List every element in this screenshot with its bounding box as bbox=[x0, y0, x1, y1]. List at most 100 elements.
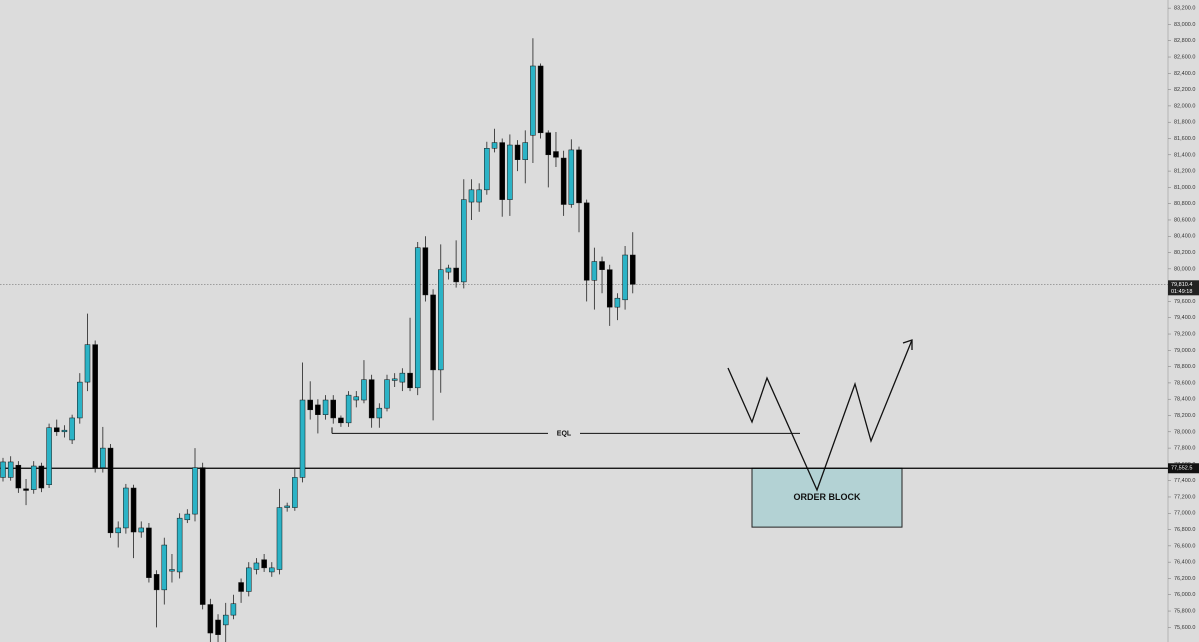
y-tick-label: 80,800.0 bbox=[1174, 201, 1195, 207]
order-block bbox=[751, 467, 903, 528]
y-tick-label: 77,400.0 bbox=[1174, 478, 1195, 484]
candle-body bbox=[30, 465, 37, 490]
candle-body bbox=[422, 247, 429, 296]
y-tick-label: 78,200.0 bbox=[1174, 413, 1195, 419]
candle-body bbox=[138, 527, 144, 533]
y-tick-label: 76,200.0 bbox=[1174, 576, 1195, 582]
candle-body bbox=[246, 567, 252, 592]
candle-body bbox=[0, 461, 6, 478]
candle-body bbox=[345, 394, 352, 424]
candle-body bbox=[407, 372, 413, 389]
level-box bbox=[1168, 463, 1199, 474]
candle-body bbox=[568, 149, 575, 205]
candle-body bbox=[38, 465, 45, 489]
candle-body bbox=[614, 297, 621, 308]
y-tick-label: 79,400.0 bbox=[1174, 315, 1195, 321]
candle-body bbox=[269, 567, 275, 573]
y-tick-label: 76,600.0 bbox=[1174, 543, 1195, 549]
y-tick-label: 76,000.0 bbox=[1174, 592, 1195, 598]
candle-body bbox=[23, 488, 29, 491]
y-tick-label: 78,600.0 bbox=[1174, 380, 1195, 386]
candle-body bbox=[169, 569, 175, 572]
y-tick-label: 83,200.0 bbox=[1174, 6, 1195, 12]
candle-body bbox=[215, 619, 221, 635]
projection-path bbox=[727, 339, 913, 492]
level-label: 77,552.5 bbox=[1171, 466, 1192, 472]
candle-body bbox=[430, 294, 436, 371]
candle-body bbox=[61, 429, 68, 433]
y-tick-label: 78,800.0 bbox=[1174, 364, 1195, 370]
candle-body bbox=[368, 379, 375, 419]
candle-body bbox=[199, 467, 206, 605]
y-tick-label: 80,000.0 bbox=[1174, 266, 1195, 272]
candle-body bbox=[553, 151, 559, 158]
candle-body bbox=[491, 142, 498, 149]
candle-body bbox=[545, 132, 552, 156]
candle-body bbox=[92, 344, 98, 468]
last-price-label: 79,810.4 bbox=[1171, 282, 1192, 288]
candle-body bbox=[414, 247, 421, 389]
y-tick-label: 80,600.0 bbox=[1174, 217, 1195, 223]
y-tick-label: 81,400.0 bbox=[1174, 152, 1195, 158]
y-tick-label: 82,200.0 bbox=[1174, 87, 1195, 93]
candle-body bbox=[476, 189, 482, 203]
y-tick-label: 77,000.0 bbox=[1174, 511, 1195, 517]
y-tick-label: 75,800.0 bbox=[1174, 608, 1195, 614]
y-tick-label: 82,800.0 bbox=[1174, 38, 1195, 44]
candle-body bbox=[261, 559, 267, 569]
candle-body bbox=[84, 344, 91, 383]
candle-body bbox=[353, 396, 360, 401]
candle-body bbox=[468, 189, 475, 203]
candle-body bbox=[176, 517, 183, 573]
y-tick-label: 83,000.0 bbox=[1174, 22, 1195, 28]
candle-body bbox=[438, 269, 444, 371]
candle-body bbox=[207, 604, 214, 634]
candle-body bbox=[161, 544, 168, 591]
y-tick-label: 76,800.0 bbox=[1174, 527, 1195, 533]
y-tick-label: 82,000.0 bbox=[1174, 103, 1195, 109]
candle-body bbox=[107, 447, 114, 534]
candle-body bbox=[606, 269, 613, 308]
y-tick-label: 78,000.0 bbox=[1174, 429, 1195, 435]
y-tick-label: 79,200.0 bbox=[1174, 331, 1195, 337]
candle-body bbox=[69, 417, 75, 441]
projection-arrowhead bbox=[902, 339, 913, 350]
y-tick-label: 80,200.0 bbox=[1174, 250, 1195, 256]
candle-body bbox=[376, 407, 383, 419]
candle-body bbox=[15, 464, 22, 489]
y-tick-label: 82,400.0 bbox=[1174, 71, 1195, 77]
candle-body bbox=[322, 399, 329, 415]
candle-body bbox=[338, 417, 344, 424]
order-block-label: ORDER BLOCK bbox=[794, 492, 861, 502]
candle-body bbox=[46, 427, 52, 486]
candle-body bbox=[361, 379, 367, 401]
y-tick-label: 76,400.0 bbox=[1174, 560, 1195, 566]
candle-body bbox=[630, 254, 636, 285]
candle-body bbox=[315, 404, 321, 415]
y-tick-label: 79,600.0 bbox=[1174, 299, 1195, 305]
candle-body bbox=[530, 65, 536, 136]
candle-body bbox=[560, 157, 567, 205]
candle-body bbox=[153, 574, 160, 591]
y-tick-label: 82,600.0 bbox=[1174, 54, 1195, 60]
y-tick-label: 75,600.0 bbox=[1174, 625, 1195, 631]
candle-body bbox=[576, 149, 582, 204]
candle-body bbox=[184, 513, 191, 521]
candle-body bbox=[123, 487, 129, 529]
candle-body bbox=[384, 379, 390, 409]
candle-body bbox=[299, 399, 306, 478]
candle-body bbox=[222, 614, 229, 626]
candle-body bbox=[445, 267, 452, 273]
candle-body bbox=[253, 562, 260, 570]
y-tick-label: 81,600.0 bbox=[1174, 136, 1195, 142]
candle-body bbox=[399, 372, 406, 383]
candle-body bbox=[522, 142, 528, 160]
candle-body bbox=[230, 603, 237, 616]
countdown-label: 01:49:18 bbox=[1171, 289, 1192, 295]
candle-body bbox=[276, 507, 283, 570]
candle-body bbox=[507, 144, 513, 200]
candle-body bbox=[54, 427, 60, 433]
y-tick-label: 77,200.0 bbox=[1174, 494, 1195, 500]
